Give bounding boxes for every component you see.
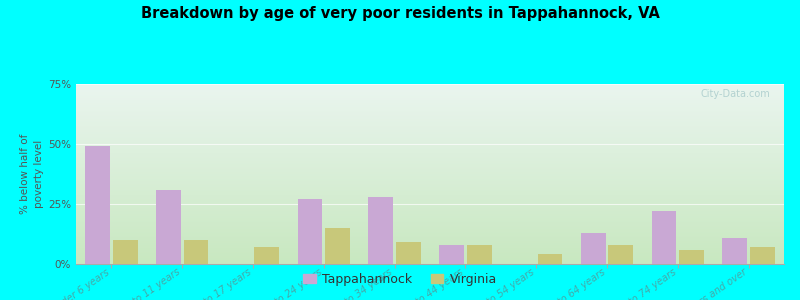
Bar — [722, 238, 747, 264]
Bar — [750, 247, 774, 264]
Text: 35 to 44 years: 35 to 44 years — [402, 267, 466, 300]
Text: Under 6 years: Under 6 years — [50, 267, 111, 300]
Bar — [467, 245, 491, 264]
Text: City-Data.com: City-Data.com — [700, 89, 770, 99]
Bar — [113, 240, 138, 264]
Bar — [609, 245, 633, 264]
Bar — [439, 245, 464, 264]
Bar — [86, 146, 110, 264]
Bar — [396, 242, 421, 264]
Text: Breakdown by age of very poor residents in Tappahannock, VA: Breakdown by age of very poor residents … — [141, 6, 659, 21]
Text: 75 years and over: 75 years and over — [670, 267, 749, 300]
Text: 55 to 64 years: 55 to 64 years — [543, 267, 607, 300]
Bar — [184, 240, 208, 264]
Y-axis label: % below half of
poverty level: % below half of poverty level — [20, 134, 44, 214]
Bar — [156, 190, 181, 264]
Text: 25 to 34 years: 25 to 34 years — [330, 267, 394, 300]
Text: 12 to 17 years: 12 to 17 years — [189, 267, 253, 300]
Text: 45 to 54 years: 45 to 54 years — [472, 267, 536, 300]
Bar — [652, 211, 676, 264]
Bar — [538, 254, 562, 264]
Legend: Tappahannock, Virginia: Tappahannock, Virginia — [298, 268, 502, 291]
Text: 65 to 74 years: 65 to 74 years — [614, 267, 678, 300]
Bar — [298, 199, 322, 264]
Bar — [254, 247, 279, 264]
Bar — [679, 250, 704, 264]
Bar — [581, 233, 606, 264]
Text: 6 to 11 years: 6 to 11 years — [123, 267, 182, 300]
Bar — [326, 228, 350, 264]
Bar — [369, 197, 393, 264]
Text: 18 to 24 years: 18 to 24 years — [260, 267, 324, 300]
